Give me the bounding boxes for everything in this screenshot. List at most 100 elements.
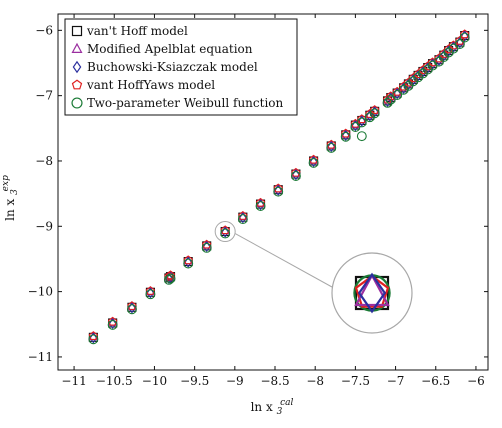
data-point [308, 154, 319, 164]
data-point [460, 29, 470, 39]
x-tick-label: −8.5 [260, 374, 289, 388]
data-point [365, 110, 374, 122]
data-point [455, 35, 465, 45]
y-tick-label: −6 [35, 23, 53, 37]
legend-marker-pentagon [71, 79, 83, 90]
data-point [145, 289, 156, 300]
x-tick-label: −7 [387, 374, 405, 388]
y-tick-label: −11 [28, 350, 53, 364]
x-tick-label: −9 [226, 374, 244, 388]
plot-frame [57, 13, 489, 371]
legend-item: vant HoffYaws model [71, 78, 215, 92]
legend-item: Modified Apelblat equation [71, 42, 253, 56]
data-point [184, 256, 193, 268]
series-circle [88, 32, 470, 345]
series-pentagon [88, 29, 470, 340]
data-point-outlier [356, 131, 367, 142]
legend-item: van't Hoff model [71, 24, 188, 38]
data-point [202, 240, 211, 253]
data-point [341, 129, 350, 142]
data-point [220, 225, 230, 235]
data-point [273, 186, 284, 197]
y-tick-label: −8 [35, 154, 53, 168]
zoom-diamond-marker [357, 272, 387, 314]
data-point [356, 117, 367, 128]
data-point [256, 199, 265, 211]
x-tick-label: −11 [61, 374, 86, 388]
zoom-magnified-circle [331, 252, 413, 334]
data-point [398, 81, 409, 91]
x-tick-label: −6.5 [421, 374, 450, 388]
y-tick-label: −10 [28, 285, 53, 299]
data-point [392, 90, 403, 100]
data-point [221, 226, 230, 238]
zoom-pentagon-marker [354, 274, 390, 308]
data-point [460, 30, 469, 42]
data-point [108, 318, 117, 330]
data-point [403, 77, 414, 87]
data-point [459, 32, 470, 43]
data-point [292, 169, 300, 181]
data-point [165, 273, 176, 284]
data-point [309, 156, 318, 168]
legend-marker-square [71, 25, 83, 37]
data-point [291, 167, 301, 177]
data-point [454, 39, 465, 49]
data-point [444, 45, 453, 57]
data-point [183, 255, 193, 265]
data-point [127, 301, 137, 310]
x-tick-label: −9.5 [180, 374, 209, 388]
data-point [202, 239, 212, 249]
data-point [439, 48, 449, 58]
data-point [327, 141, 336, 153]
data-point [350, 122, 361, 132]
data-point [145, 286, 156, 295]
zoom-connector [234, 233, 333, 288]
data-point [126, 304, 137, 315]
data-point [146, 287, 155, 299]
data-point [290, 171, 301, 181]
data-point [238, 210, 248, 220]
data-point [439, 50, 448, 62]
data-point [369, 108, 380, 119]
data-point [385, 94, 396, 105]
series-diamond [89, 30, 469, 344]
data-point [341, 128, 351, 138]
data-point [165, 270, 176, 280]
legend: van't Hoff model Modified Apelblat equati… [64, 18, 298, 116]
legend-marker-diamond [72, 60, 82, 74]
legend-item: Buchowski-Ksiazczak model [72, 60, 258, 74]
data-point [163, 274, 174, 285]
data-point [370, 105, 380, 114]
data-point [392, 86, 402, 96]
legend-item: Two-parameter Weibull function [71, 96, 284, 110]
y-axis-label: ln x 3 exp [1, 175, 20, 221]
data-point [326, 142, 337, 153]
data-point [382, 97, 393, 108]
data-point [399, 82, 408, 95]
data-point [220, 228, 231, 239]
x-axis-label: ln x 3 cal [251, 398, 294, 417]
legend-marker-triangle [71, 42, 83, 53]
data-point [326, 139, 336, 149]
x-tick-label: −8 [306, 374, 324, 388]
data-point [273, 183, 283, 193]
data-point [443, 44, 454, 54]
x-tick-label: −10 [142, 374, 167, 388]
legend-label: Buchowski-Ksiazczak model [87, 60, 258, 74]
data-point [238, 212, 247, 224]
data-point [409, 74, 418, 86]
legend-box [64, 18, 298, 116]
data-point [237, 214, 248, 225]
zoom-inset [214, 221, 413, 334]
data-point [108, 316, 118, 326]
data-point [274, 184, 283, 196]
data-point [448, 43, 459, 54]
x-tick-label: −10.5 [96, 374, 133, 388]
axes: −11 −10.5 −10 −9.5 −9 −8.5 −8 −7.5 −7 −6.5 −6 −11 −1… [28, 13, 489, 388]
data-point [365, 109, 375, 118]
data-point [423, 61, 433, 71]
y-tick-label: −7 [35, 89, 53, 103]
axis-labels: ln x 3 cal ln x 3 exp [1, 175, 294, 417]
